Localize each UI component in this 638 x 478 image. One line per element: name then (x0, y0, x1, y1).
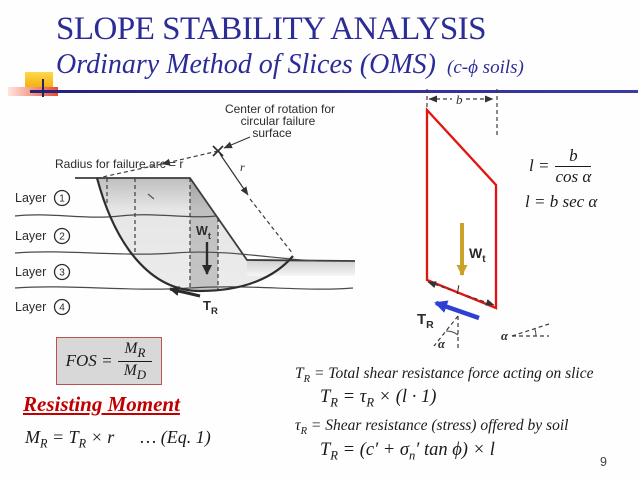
alpha-label-tangent: α (438, 337, 446, 351)
denominator: cos α (555, 166, 592, 186)
page-number: 9 (600, 455, 607, 469)
rhs: b sec α (549, 192, 598, 211)
resisting-moment-heading: Resisting Moment (23, 392, 180, 416)
ground-right-band (247, 260, 355, 276)
equation-tr-full: TR = (c′ + σn′ tan ϕ) × l (320, 440, 495, 463)
l-term: l (529, 156, 534, 176)
fraction: b cos α (555, 147, 592, 186)
base-length-l-dimension: l (427, 281, 495, 306)
equation-resisting-moment: MR = TR × r… (Eq. 1) (25, 427, 211, 451)
equation-tr-tau: TR = τR × (l · 1) (320, 387, 437, 410)
weight-label: Wt (196, 224, 211, 241)
t-term: T (68, 427, 79, 447)
slice-outline (425, 107, 498, 310)
l-label: l (456, 282, 460, 297)
denominator: MD (123, 361, 147, 382)
circular-failure-arc (95, 177, 294, 293)
numerator: b (555, 147, 592, 167)
svg-text:Layer: Layer (15, 300, 46, 314)
page-subtitle: Ordinary Method of Slices (OMS) (c-ϕ soi… (56, 49, 524, 81)
svg-text:Layer: Layer (15, 191, 46, 205)
layer-2-label: Layer 2 (15, 227, 71, 245)
equals-sign: = (101, 351, 113, 370)
analysed-slice (190, 178, 218, 291)
shear-resistance-arrow (434, 300, 480, 321)
r-arrow (219, 153, 294, 255)
svg-text:4: 4 (59, 303, 65, 314)
l-term: l (525, 192, 530, 211)
m-term: M (25, 427, 40, 447)
alpha-angle-at-arrow: α (433, 315, 459, 351)
tau-definition-text: τR = Shear resistance (stress) offered b… (295, 417, 569, 438)
slice-dashed-lines (106, 178, 219, 290)
decorative-tick (42, 79, 44, 97)
slice-detail-figure: b Wt l TR α α (417, 89, 550, 351)
decorative-square (25, 72, 53, 90)
equation-l-sec: l = b sec α (525, 192, 597, 212)
equals-sign: = (537, 156, 550, 176)
caption-line-2: circular failure (241, 114, 316, 128)
shear-resistance-arrow (169, 286, 201, 298)
fos-term: FOS (65, 351, 97, 370)
numerator: MR (117, 340, 153, 362)
slope-cross-section-figure: Center of rotation for circular failure … (14, 102, 356, 317)
fraction: MR MD (117, 340, 153, 382)
equals-sign: = (529, 192, 550, 211)
r-label: r (240, 160, 245, 174)
page-title: SLOPE STABILITY ANALYSIS (56, 11, 487, 47)
caption-line-1: Center of rotation for (225, 102, 335, 116)
sliding-soil-mass (97, 178, 293, 291)
center-caption: Center of rotation for circular failure … (223, 102, 335, 149)
subtitle-note: (c-ϕ soils) (447, 57, 524, 78)
svg-text:1: 1 (59, 194, 65, 205)
weight-label: Wt (469, 245, 486, 265)
layer-3-label: Layer 3 (15, 263, 71, 281)
caption-line-3: surface (252, 126, 292, 140)
shear-resistance-label: TR (417, 311, 434, 331)
caption-arrow (223, 136, 251, 149)
svg-text:Layer: Layer (15, 265, 46, 279)
tr-definition-text: TR = Total shear resistance force acting… (295, 365, 594, 386)
alpha-label-base: α (501, 329, 509, 343)
b-label: b (456, 92, 463, 107)
title-divider-line (30, 90, 638, 93)
alpha-angle-base: α (501, 323, 550, 343)
shear-resistance-label: TR (203, 298, 218, 317)
radius-dashed-arrow (97, 150, 219, 179)
layer-1-label: Layer 1 (15, 189, 71, 207)
equation-l-cos: l = b cos α (529, 147, 592, 186)
surface-tick-mark (147, 193, 155, 200)
width-b-dimension: b (426, 89, 498, 138)
equation-number: … (Eq. 1) (140, 427, 211, 447)
svg-text:Layer: Layer (15, 229, 46, 243)
layer-4-label: Layer 4 (15, 298, 71, 316)
fos-equation-box: FOS = MR MD (56, 337, 162, 385)
svg-text:3: 3 (59, 268, 65, 279)
layer-boundaries (14, 214, 354, 290)
radius-label: Radius for failure arc = r (55, 157, 183, 171)
svg-text:2: 2 (59, 232, 65, 243)
subtitle-main: Ordinary Method of Slices (OMS) (56, 49, 436, 80)
